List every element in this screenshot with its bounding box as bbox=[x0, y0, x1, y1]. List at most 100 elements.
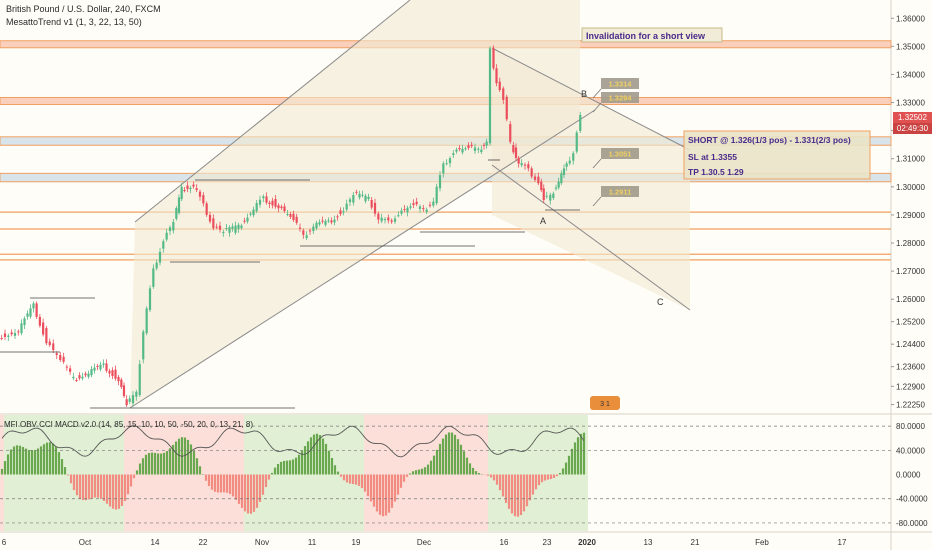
osc-line bbox=[550, 431, 555, 434]
candle-body bbox=[333, 219, 336, 223]
osc-line bbox=[175, 452, 180, 456]
osc-line bbox=[388, 447, 393, 452]
osc-band bbox=[200, 415, 204, 531]
osc-tick-label-2: 0.0000 bbox=[896, 471, 921, 480]
candle-body bbox=[172, 222, 175, 231]
osc-band bbox=[500, 415, 504, 531]
osc-line bbox=[478, 436, 483, 440]
candle-body bbox=[523, 164, 527, 166]
correction-lower bbox=[491, 164, 691, 311]
candle-body bbox=[330, 220, 333, 223]
osc-tick-label-1: 40.0000 bbox=[896, 446, 925, 455]
candle-body bbox=[480, 149, 483, 152]
signal-badge bbox=[590, 396, 620, 410]
osc-band bbox=[368, 415, 372, 531]
osc-band bbox=[496, 415, 500, 531]
osc-line bbox=[67, 446, 72, 449]
osc-tick-label-4: -80.0000 bbox=[896, 519, 928, 528]
osc-line bbox=[433, 436, 438, 441]
osc-band bbox=[552, 415, 556, 531]
osc-line bbox=[178, 455, 183, 457]
osc-band bbox=[400, 415, 404, 531]
candle-body bbox=[542, 188, 545, 200]
osc-band bbox=[100, 415, 104, 531]
price-tag-arrow-3 bbox=[592, 196, 602, 207]
osc-band bbox=[528, 415, 532, 531]
osc-line bbox=[43, 432, 48, 437]
candle-body bbox=[218, 225, 222, 230]
candle-body bbox=[246, 217, 249, 222]
osc-line bbox=[127, 425, 132, 429]
candle-body bbox=[7, 335, 10, 337]
osc-line bbox=[94, 444, 99, 449]
osc-line bbox=[580, 436, 585, 441]
osc-band bbox=[236, 415, 240, 531]
osc-line bbox=[265, 439, 270, 445]
candle-body bbox=[35, 303, 38, 317]
candle-body bbox=[72, 376, 75, 379]
candle-body bbox=[575, 132, 578, 152]
candle-body bbox=[120, 379, 123, 387]
osc-line bbox=[217, 435, 222, 440]
candle-body bbox=[452, 153, 455, 155]
time-label-6: 19 bbox=[352, 538, 361, 547]
osc-band bbox=[508, 415, 512, 531]
price-tag-arrow-1 bbox=[592, 102, 602, 113]
osc-band bbox=[384, 415, 388, 531]
candle-body bbox=[125, 399, 128, 405]
candle-body bbox=[512, 145, 515, 153]
osc-band bbox=[132, 415, 136, 531]
candle-body bbox=[505, 96, 508, 120]
osc-line bbox=[85, 454, 90, 457]
candle-body bbox=[442, 163, 445, 174]
osc-line bbox=[532, 438, 537, 444]
osc-band bbox=[480, 415, 484, 531]
candle-body bbox=[96, 366, 99, 367]
time-label-1: Oct bbox=[79, 538, 92, 547]
candle-body bbox=[387, 217, 390, 221]
candle-body bbox=[355, 191, 358, 193]
candle-body bbox=[458, 148, 461, 150]
candle-body bbox=[455, 149, 458, 152]
candle-body bbox=[562, 168, 566, 175]
price-tick-label-3: 1.33000 bbox=[896, 99, 925, 108]
osc-line bbox=[493, 452, 498, 455]
osc-line bbox=[427, 441, 432, 444]
osc-band bbox=[540, 415, 544, 531]
osc-line bbox=[187, 450, 192, 455]
osc-band bbox=[584, 415, 588, 531]
time-label-14: 17 bbox=[838, 538, 847, 547]
candle-body bbox=[432, 201, 435, 206]
candle-body bbox=[277, 205, 280, 209]
osc-line bbox=[484, 442, 489, 448]
candle-body bbox=[470, 144, 473, 147]
osc-line bbox=[76, 451, 81, 455]
time-label-13: Feb bbox=[755, 538, 769, 547]
osc-line bbox=[412, 444, 417, 448]
price-tag-1: 1.3294 bbox=[609, 94, 633, 103]
candle-body bbox=[549, 194, 552, 201]
countdown-badge: 02:49:30 bbox=[893, 123, 932, 134]
osc-band bbox=[212, 415, 216, 531]
candle-body bbox=[84, 373, 87, 376]
candle-body bbox=[69, 368, 72, 372]
candle-body bbox=[448, 158, 452, 164]
candle-body bbox=[108, 370, 111, 374]
osc-line bbox=[184, 453, 189, 456]
candle-body bbox=[128, 398, 131, 402]
osc-band bbox=[364, 415, 368, 531]
candle-body bbox=[62, 356, 65, 362]
short-note: SHORT @ 1.326(1/3 pos) - 1.331(2/3 pos) bbox=[688, 135, 851, 145]
candle-body bbox=[540, 181, 543, 190]
candle-body bbox=[52, 343, 55, 350]
candle-body bbox=[59, 355, 62, 360]
invalidation-box bbox=[581, 27, 723, 43]
osc-band bbox=[488, 415, 492, 531]
candle-body bbox=[29, 308, 32, 317]
osc-line bbox=[223, 428, 228, 432]
price-tag-box-1 bbox=[601, 92, 639, 103]
candle-body bbox=[467, 145, 470, 148]
osc-line bbox=[160, 438, 165, 441]
